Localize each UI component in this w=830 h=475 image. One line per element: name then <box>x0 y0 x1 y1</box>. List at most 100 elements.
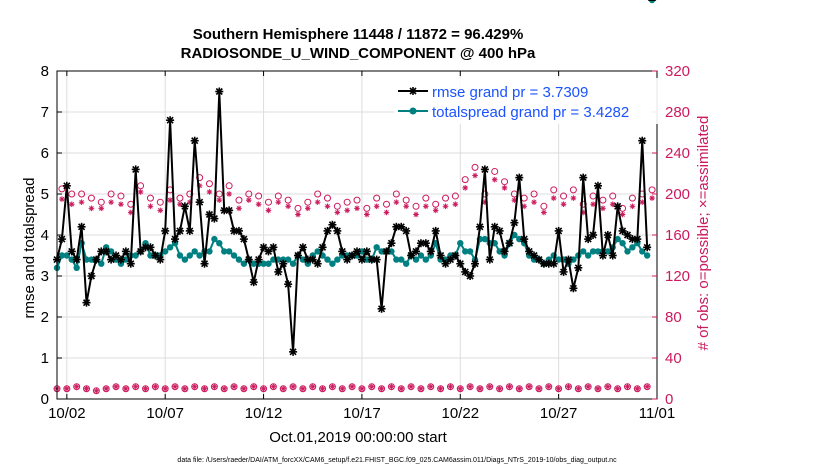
rmse-point <box>613 202 622 211</box>
spread-point <box>619 240 626 247</box>
obs-possible-marker <box>343 198 351 206</box>
rmse-point <box>579 173 588 182</box>
spread-point <box>624 248 631 255</box>
obs-assimilated-stroke <box>418 386 424 392</box>
obs-assimilated-stroke <box>516 386 522 392</box>
obs-assimilated-marker <box>398 385 405 392</box>
obs-assimilated-marker <box>437 385 444 392</box>
rmse-point <box>382 247 391 256</box>
obs-assimilated-stroke <box>497 386 502 392</box>
obs-assimilated-stroke <box>398 386 404 392</box>
obs-possible-marker <box>146 194 154 202</box>
obs-assimilated-stroke <box>531 199 537 205</box>
asterisk-stroke <box>633 235 641 243</box>
rmse-point <box>451 251 460 260</box>
obs-assimilated-stroke <box>462 185 468 191</box>
obs-assimilated-stroke <box>457 386 463 392</box>
asterisk-stroke <box>181 202 189 210</box>
obs-assimilated-stroke <box>344 208 350 213</box>
rmse-point <box>318 243 327 252</box>
obs-possible-marker <box>171 383 179 391</box>
obs-possible-marker <box>87 194 95 202</box>
obs-assimilated-marker <box>491 176 498 183</box>
obs-possible-marker <box>348 383 356 391</box>
obs-assimilated-stroke <box>251 384 257 390</box>
spread-point <box>176 252 184 259</box>
obs-possible-marker <box>368 383 376 391</box>
obs-possible-marker <box>151 383 159 391</box>
obs-assimilated-stroke <box>428 384 434 390</box>
obs-assimilated-stroke <box>74 384 80 390</box>
obs-possible-marker <box>476 385 484 393</box>
obs-possible-marker <box>412 202 420 210</box>
obs-assimilated-marker <box>541 209 547 216</box>
obs-possible-marker <box>525 383 533 391</box>
obs-assimilated-marker <box>467 383 473 390</box>
obs-possible-marker <box>550 186 558 194</box>
rmse-point <box>377 304 386 313</box>
rmse-point <box>62 181 71 190</box>
obs-possible-marker <box>648 186 656 194</box>
asterisk-stroke <box>279 260 287 268</box>
obs-assimilated-marker <box>388 383 395 390</box>
rmse-point <box>249 278 258 287</box>
obs-possible-marker <box>505 383 513 391</box>
rmse-point <box>397 222 406 231</box>
asterisk-stroke <box>156 256 164 264</box>
obs-possible-marker <box>220 385 228 393</box>
obs-assimilated-stroke <box>526 384 532 390</box>
y-tick-label: 1 <box>41 350 49 367</box>
obs-possible-marker <box>309 383 317 391</box>
rmse-point <box>92 255 101 264</box>
asterisk-stroke <box>619 227 627 235</box>
asterisk-stroke <box>274 268 282 276</box>
spread-point <box>373 244 380 251</box>
y2-tick-label: 280 <box>665 104 690 121</box>
asterisk-stroke <box>471 260 479 268</box>
asterisk-stroke <box>200 260 209 268</box>
spread-point <box>230 252 238 259</box>
obs-possible-marker <box>176 194 184 202</box>
obs-assimilated-marker <box>290 383 296 390</box>
obs-possible-marker <box>437 385 445 393</box>
obs-possible-marker <box>614 385 622 393</box>
obs-possible-marker <box>191 383 199 391</box>
rmse-point <box>372 255 381 264</box>
obs-possible-marker <box>461 176 469 184</box>
obs-assimilated-stroke <box>108 199 114 205</box>
y-axis-label: rmse and totalspread <box>21 178 38 319</box>
rmse-point <box>121 247 130 256</box>
obs-assimilated-stroke <box>275 199 281 205</box>
obs-possible-marker <box>535 385 543 393</box>
obs-assimilated-stroke <box>285 203 291 209</box>
obs-possible-marker <box>314 190 322 198</box>
y-tick-label: 6 <box>41 145 49 162</box>
spread-point <box>614 235 621 243</box>
asterisk-stroke <box>259 243 268 251</box>
asterisk-stroke <box>353 247 361 255</box>
asterisk-stroke <box>358 256 366 264</box>
rmse-point <box>146 243 155 252</box>
rmse-point <box>166 116 175 125</box>
rmse-point <box>284 280 293 289</box>
asterisk-stroke <box>614 202 622 210</box>
obs-assimilated-marker <box>364 211 370 218</box>
obs-assimilated-stroke <box>123 386 129 392</box>
obs-assimilated-marker <box>216 197 223 203</box>
obs-assimilated-stroke <box>157 208 163 213</box>
obs-possible-marker <box>387 383 395 391</box>
spread-point <box>196 252 203 259</box>
obs-assimilated-marker <box>550 195 557 201</box>
y2-axis-label: # of obs: o=possible; ×=assimilated <box>695 116 712 351</box>
obs-possible-marker <box>633 385 641 393</box>
y2-tick-label: 40 <box>665 350 682 367</box>
obs-possible-marker <box>289 383 297 391</box>
asterisk-stroke <box>402 227 410 235</box>
obs-assimilated-marker <box>118 201 124 208</box>
rmse-point <box>480 165 489 174</box>
asterisk-stroke <box>525 247 533 255</box>
asterisk-stroke <box>146 243 155 251</box>
legend-spread-marker <box>409 107 417 115</box>
obs-assimilated-marker <box>565 383 572 390</box>
obs-assimilated-marker <box>462 185 468 191</box>
